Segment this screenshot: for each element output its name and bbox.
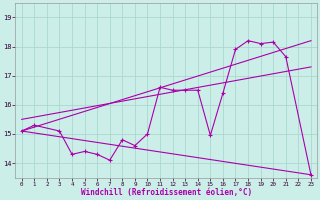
X-axis label: Windchill (Refroidissement éolien,°C): Windchill (Refroidissement éolien,°C)	[81, 188, 252, 197]
